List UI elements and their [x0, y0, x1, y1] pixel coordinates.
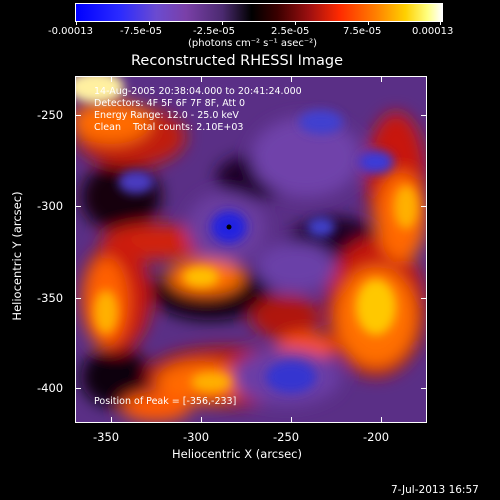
y-tick-label: -250	[37, 108, 64, 122]
x-tick-label: -200	[363, 430, 390, 444]
x-tick-label: -250	[273, 430, 300, 444]
time-range-annotation: 14-Aug-2005 20:38:04.000 to 20:41:24.000	[94, 86, 302, 97]
plot-timestamp: 7-Jul-2013 16:57	[391, 484, 479, 496]
energy-range-annotation: Energy Range: 12.0 - 25.0 keV	[94, 110, 239, 121]
colorbar-tick-label: -2.5e-05	[193, 26, 235, 37]
y-tick-label: -300	[37, 199, 64, 213]
rhessi-image: 14-Aug-2005 20:38:04.000 to 20:41:24.000…	[75, 76, 427, 423]
colorbar	[75, 3, 443, 22]
colorbar-tick-label: -0.00013	[48, 26, 93, 37]
peak-position-annotation: Position of Peak = [-356,-233]	[94, 396, 237, 407]
x-tick-label: -350	[93, 430, 120, 444]
colorbar-tick-label: 7.5e-05	[343, 26, 382, 37]
detectors-annotation: Detectors: 4F 5F 6F 7F 8F, Att 0	[94, 98, 246, 109]
y-tick-label: -400	[37, 381, 64, 395]
colorbar-tick-label: 2.5e-05	[271, 26, 310, 37]
y-axis-label: Heliocentric Y (arcsec)	[10, 191, 24, 321]
x-axis-label: Heliocentric X (arcsec)	[172, 447, 302, 461]
colorbar-tick-label: 0.00013	[412, 26, 454, 37]
colorbar-units-label: (photons cm⁻² s⁻¹ asec⁻²)	[188, 38, 318, 49]
clean-annotation: Clean Total counts: 2.10E+03	[94, 122, 244, 133]
plot-title: Reconstructed RHESSI Image	[131, 53, 344, 69]
rhessi-heatmap	[76, 77, 426, 422]
y-tick-label: -350	[37, 291, 64, 305]
x-tick-label: -300	[183, 430, 210, 444]
colorbar-tick-label: -7.5e-05	[120, 26, 162, 37]
